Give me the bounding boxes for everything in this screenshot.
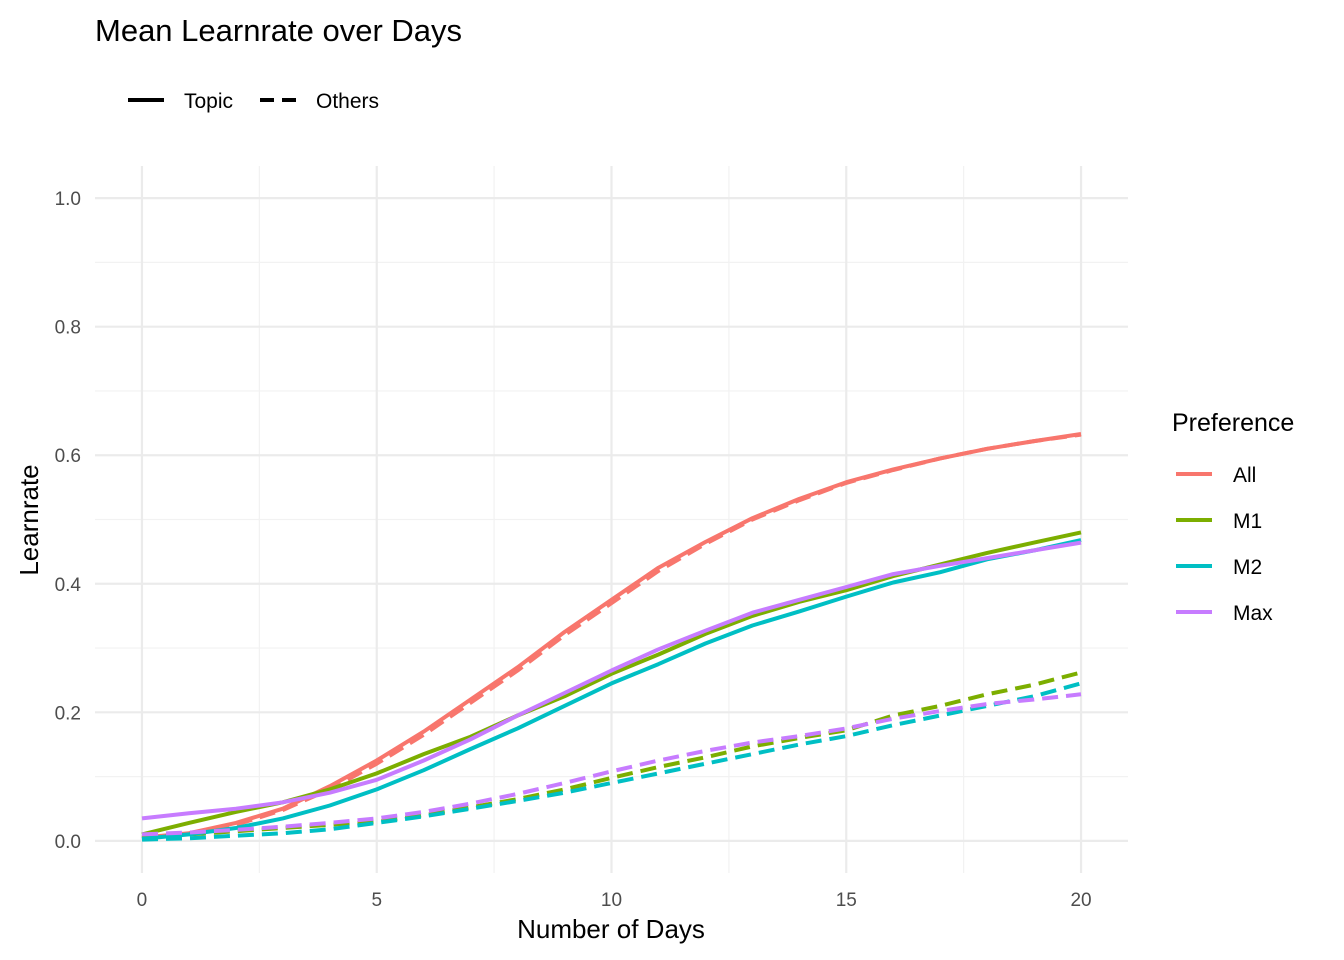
- y-tick-label: 0.6: [55, 446, 81, 467]
- color-legend-title: Preference: [1172, 409, 1294, 437]
- color-legend: Preference All M1 M2 Max: [1172, 409, 1294, 625]
- chart-title: Mean Learnrate over Days: [95, 13, 462, 48]
- linetype-legend-label: Others: [316, 90, 379, 113]
- series-line-m2-topic: [141, 538, 1082, 841]
- x-tick-label: 0: [137, 890, 148, 911]
- linetype-legend-label: Topic: [184, 90, 233, 113]
- series-line-all-others: [141, 432, 1082, 841]
- x-tick-label: 10: [601, 890, 622, 911]
- x-tick-label: 20: [1070, 890, 1091, 911]
- y-tick-label: 0.4: [55, 575, 82, 596]
- grid: [95, 166, 1128, 873]
- x-axis-ticks: 0 5 10 15 20: [137, 890, 1092, 911]
- color-legend-label: M2: [1233, 556, 1262, 579]
- x-axis-title: Number of Days: [517, 914, 705, 944]
- y-tick-label: 0.2: [55, 703, 81, 724]
- linetype-legend: Topic Others: [128, 90, 379, 113]
- series-line-max-topic: [141, 540, 1082, 821]
- color-legend-label: All: [1233, 464, 1256, 487]
- y-tick-label: 0.0: [55, 832, 81, 853]
- y-axis-ticks: 0.0 0.2 0.4 0.6 0.8 1.0: [55, 189, 82, 853]
- y-axis-title: Learnrate: [14, 464, 44, 575]
- series-line-m2-others: [141, 681, 1082, 842]
- y-tick-label: 0.8: [55, 318, 81, 339]
- x-tick-label: 5: [371, 890, 382, 911]
- series-lines: [141, 432, 1082, 842]
- y-tick-label: 1.0: [55, 189, 81, 210]
- color-legend-label: M1: [1233, 510, 1262, 533]
- color-legend-label: Max: [1233, 602, 1273, 625]
- series-line-max-others: [141, 692, 1082, 837]
- x-tick-label: 15: [836, 890, 857, 911]
